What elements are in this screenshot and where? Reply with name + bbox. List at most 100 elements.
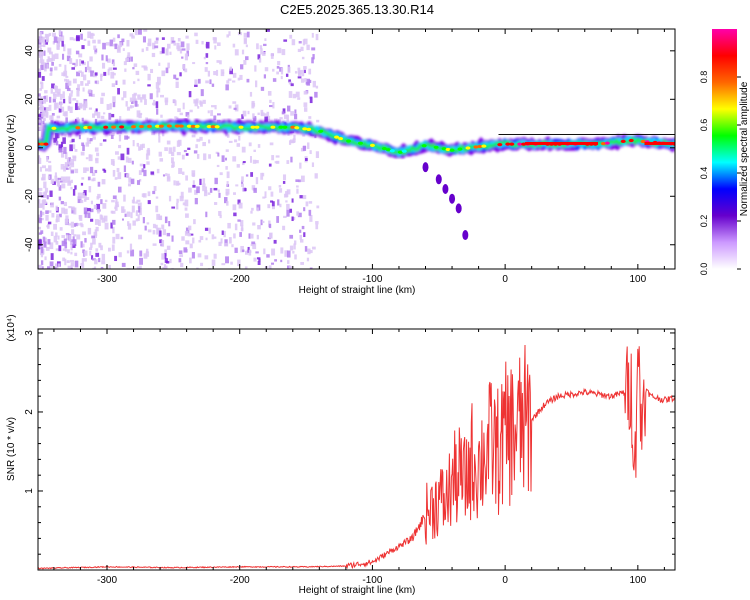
ridge-peak — [521, 142, 527, 146]
noise-speckle — [49, 73, 52, 76]
noise-speckle — [39, 41, 43, 45]
noise-speckle — [225, 149, 229, 152]
noise-speckle — [160, 262, 164, 266]
noise-speckle — [173, 42, 177, 46]
noise-speckle — [255, 80, 258, 88]
noise-speckle — [180, 191, 184, 199]
noise-speckle — [149, 93, 153, 100]
noise-speckle — [42, 211, 45, 216]
noise-speckle — [92, 136, 96, 140]
noise-speckle — [302, 39, 305, 46]
noise-speckle — [120, 236, 124, 240]
noise-speckle — [65, 232, 70, 236]
noise-speckle — [48, 96, 52, 103]
noise-speckle — [280, 259, 283, 263]
noise-speckle — [161, 37, 165, 40]
noise-speckle — [118, 252, 122, 258]
noise-speckle — [187, 114, 190, 118]
noise-speckle — [161, 47, 165, 54]
noise-speckle — [156, 76, 161, 84]
noise-speckle — [47, 221, 52, 225]
noise-speckle — [283, 114, 288, 119]
noise-speckle — [112, 96, 116, 103]
noise-speckle — [224, 242, 229, 247]
noise-speckle — [135, 70, 140, 76]
noise-speckle — [315, 224, 319, 230]
noise-speckle — [46, 34, 51, 37]
noise-speckle — [168, 221, 171, 227]
noise-speckle — [85, 157, 89, 160]
branch-blob — [449, 193, 456, 204]
noise-speckle — [271, 201, 275, 207]
noise-speckle — [84, 198, 87, 202]
noise-speckle — [41, 112, 44, 117]
noise-speckle — [75, 222, 78, 227]
noise-speckle — [68, 235, 72, 242]
noise-speckle — [268, 186, 272, 191]
noise-speckle — [51, 115, 54, 121]
noise-speckle — [293, 134, 296, 140]
noise-speckle — [69, 140, 73, 143]
noise-speckle — [101, 62, 106, 69]
noise-speckle — [38, 187, 43, 191]
noise-speckle — [240, 245, 244, 253]
noise-speckle — [74, 64, 77, 68]
noise-speckle — [269, 142, 274, 146]
noise-speckle — [65, 152, 68, 160]
x-tick-label: 100 — [629, 575, 646, 586]
noise-speckle — [145, 47, 149, 51]
noise-speckle — [75, 59, 79, 67]
noise-speckle — [88, 107, 93, 110]
noise-speckle — [145, 117, 149, 121]
noise-speckle — [155, 82, 160, 89]
noise-speckle — [145, 153, 149, 160]
noise-speckle — [108, 247, 111, 252]
noise-speckle — [232, 156, 237, 162]
noise-speckle — [58, 213, 62, 218]
noise-speckle — [186, 50, 189, 57]
noise-speckle — [280, 247, 284, 254]
noise-speckle — [131, 205, 135, 213]
ridge-peak-bar — [644, 141, 675, 145]
noise-speckle — [264, 38, 267, 41]
noise-speckle — [226, 80, 230, 84]
noise-speckle — [40, 82, 44, 89]
noise-speckle — [74, 252, 78, 257]
noise-speckle — [124, 213, 127, 217]
noise-speckle — [50, 178, 54, 184]
noise-speckle — [58, 108, 62, 113]
noise-speckle — [248, 233, 251, 239]
ridge-core — [38, 124, 675, 154]
noise-speckle — [286, 203, 290, 210]
noise-speckle — [283, 39, 288, 42]
noise-speckle — [205, 61, 209, 65]
noise-speckle — [213, 71, 217, 76]
noise-speckle — [61, 40, 64, 47]
noise-speckle — [38, 239, 42, 247]
noise-speckle — [161, 224, 165, 230]
noise-speckle — [44, 237, 47, 244]
noise-speckle — [301, 69, 305, 77]
noise-speckle — [138, 206, 141, 213]
noise-speckle — [181, 154, 185, 160]
noise-speckle — [51, 113, 55, 116]
noise-speckle — [166, 232, 171, 237]
noise-speckle — [72, 78, 77, 84]
noise-speckle — [49, 51, 53, 55]
noise-speckle — [245, 44, 248, 48]
noise-speckle — [80, 241, 83, 248]
noise-speckle — [295, 91, 300, 98]
noise-speckle — [125, 57, 129, 62]
noise-speckle — [294, 113, 298, 120]
noise-speckle — [191, 134, 196, 138]
noise-speckle — [281, 111, 285, 115]
noise-speckle — [243, 32, 248, 38]
noise-speckle — [121, 206, 125, 213]
noise-speckle — [70, 158, 74, 165]
noise-speckle — [54, 132, 59, 139]
noise-speckle — [208, 154, 211, 159]
ridge-peak — [401, 149, 407, 153]
noise-speckle — [62, 248, 67, 251]
noise-speckle — [314, 173, 318, 179]
noise-speckle — [272, 78, 277, 82]
